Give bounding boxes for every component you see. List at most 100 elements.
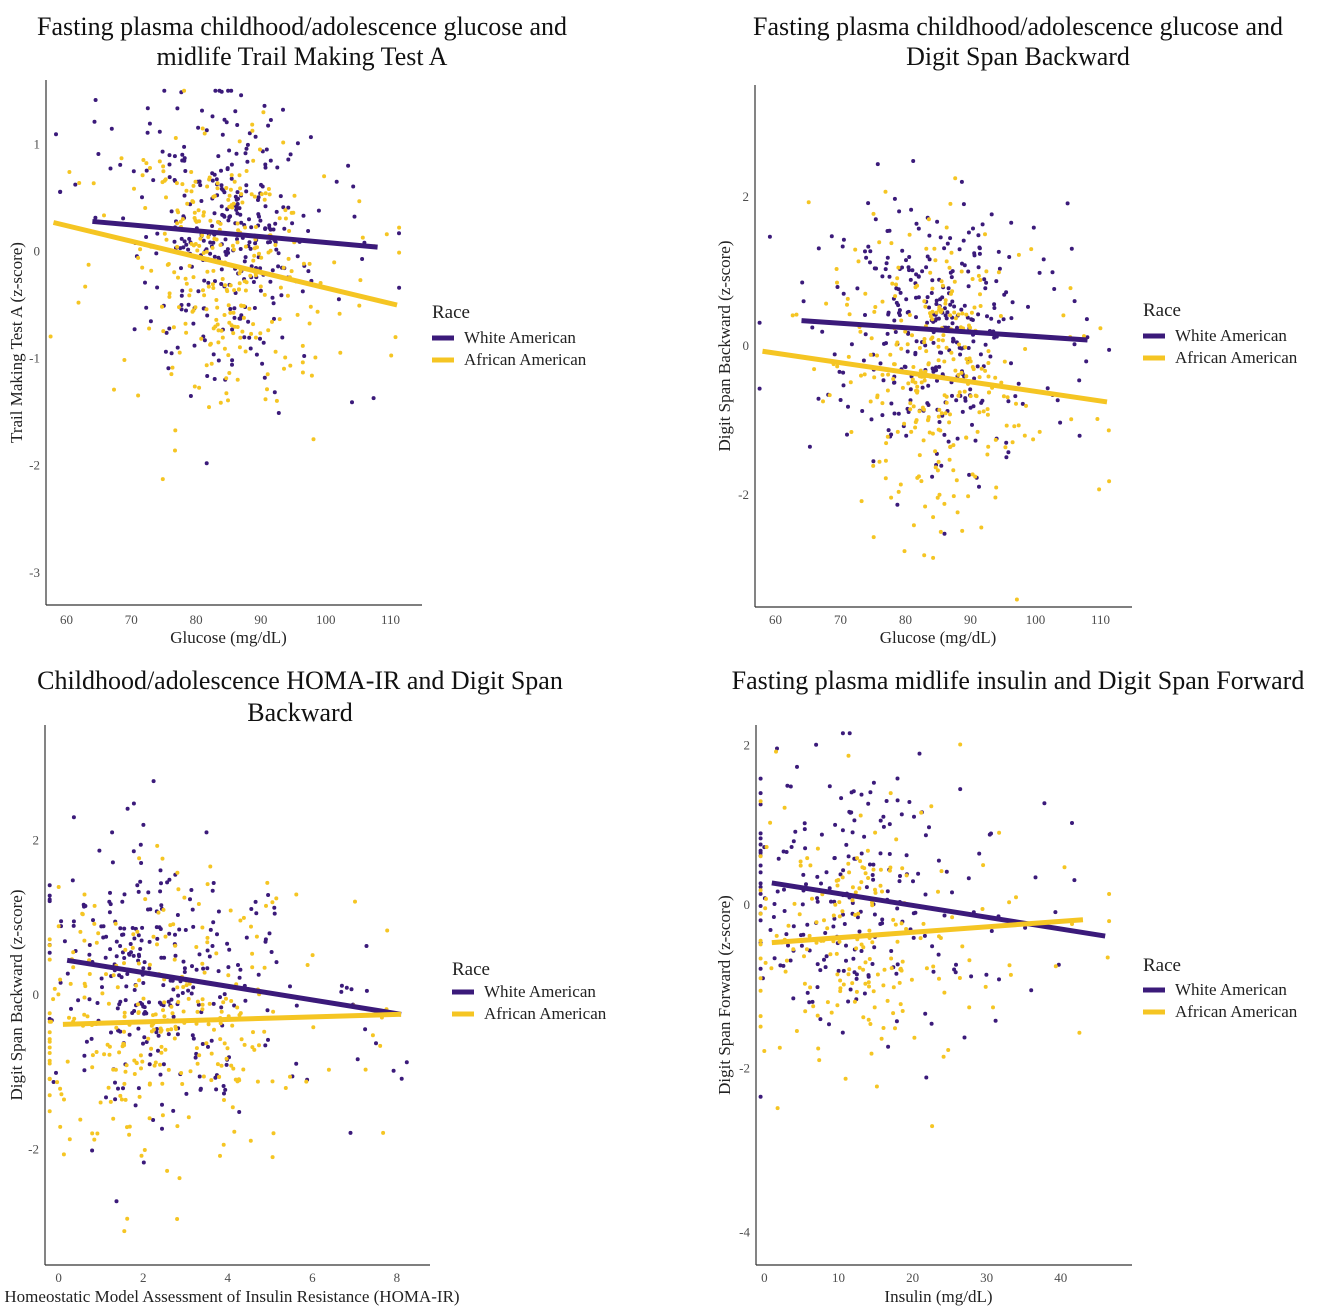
data-point [159, 1050, 164, 1055]
data-point [810, 325, 815, 330]
data-point [191, 183, 196, 188]
data-point [210, 888, 215, 893]
data-point [263, 162, 268, 167]
data-point [277, 216, 282, 221]
data-point [998, 314, 1003, 318]
data-point [222, 1098, 226, 1102]
data-point [868, 399, 873, 404]
data-point [281, 140, 286, 145]
data-point [171, 922, 176, 927]
data-point [136, 889, 141, 894]
data-point [110, 860, 115, 865]
data-point [263, 397, 268, 402]
data-point [238, 186, 243, 191]
data-point [878, 851, 883, 856]
data-point [152, 1063, 157, 1068]
chart-panel-3: Childhood/adolescence HOMA-IR and Digit … [4, 666, 606, 1306]
data-point [1002, 359, 1007, 364]
data-point [142, 1148, 147, 1152]
data-point [307, 261, 312, 266]
data-point [916, 226, 921, 231]
data-point [189, 170, 194, 174]
data-point [863, 871, 868, 876]
y-tick-label: -4 [739, 1224, 750, 1239]
data-point [123, 1069, 128, 1074]
data-point [758, 904, 763, 908]
data-point [212, 172, 217, 177]
data-point [892, 196, 897, 201]
data-point [911, 365, 916, 369]
data-point [130, 945, 135, 950]
data-point [141, 1160, 146, 1165]
data-point [219, 168, 223, 173]
data-point [757, 320, 762, 325]
data-point [803, 1009, 808, 1014]
data-point [305, 963, 310, 967]
data-point [107, 1052, 112, 1057]
data-point [968, 394, 973, 399]
data-point [294, 1003, 299, 1008]
data-point [227, 320, 232, 325]
data-point [904, 433, 909, 438]
data-point [65, 1059, 70, 1064]
data-point [147, 326, 152, 331]
x-tick-label: 20 [906, 1270, 919, 1285]
data-point [898, 482, 903, 487]
x-tick-label: 10 [832, 1270, 845, 1285]
data-point [173, 428, 178, 433]
data-point [277, 317, 282, 322]
data-point [145, 130, 150, 135]
data-point [204, 128, 209, 133]
data-point [911, 911, 916, 916]
data-point [938, 428, 943, 433]
data-point [859, 851, 864, 856]
data-point [936, 889, 940, 894]
data-point [964, 312, 969, 317]
data-point [165, 880, 170, 885]
data-point [272, 911, 277, 916]
data-point [229, 173, 234, 178]
data-point [175, 1032, 180, 1037]
data-point [227, 148, 232, 153]
data-point [950, 915, 955, 920]
data-point [883, 476, 888, 481]
data-point [989, 831, 993, 836]
data-point [138, 842, 143, 847]
data-point [834, 951, 839, 956]
data-point [977, 851, 982, 856]
data-point [866, 973, 871, 978]
data-point [841, 383, 846, 388]
data-point [904, 258, 908, 263]
data-point [807, 933, 812, 938]
data-point [939, 463, 944, 468]
data-point [966, 284, 971, 289]
data-point [872, 266, 877, 271]
data-point [1022, 433, 1027, 438]
data-point [159, 1002, 164, 1007]
data-point [237, 1013, 242, 1017]
data-point [189, 888, 194, 892]
data-point [889, 432, 894, 437]
data-point [270, 1079, 275, 1084]
data-point [794, 1029, 799, 1033]
data-point [883, 458, 888, 463]
data-point [758, 791, 763, 796]
data-point [993, 375, 998, 380]
data-point [906, 381, 911, 386]
data-point [904, 927, 909, 931]
data-point [791, 996, 796, 1001]
data-point [907, 232, 912, 237]
data-point [917, 409, 922, 414]
data-point [96, 152, 101, 156]
data-point [247, 335, 252, 340]
data-point [238, 967, 243, 972]
data-point [138, 1053, 143, 1058]
data-point [263, 204, 268, 209]
data-point [1037, 270, 1042, 275]
x-tick-label: 110 [1091, 612, 1110, 627]
data-point [999, 380, 1004, 385]
data-point [832, 352, 837, 357]
data-point [758, 891, 763, 896]
data-point [118, 1093, 123, 1098]
data-point [758, 831, 763, 836]
